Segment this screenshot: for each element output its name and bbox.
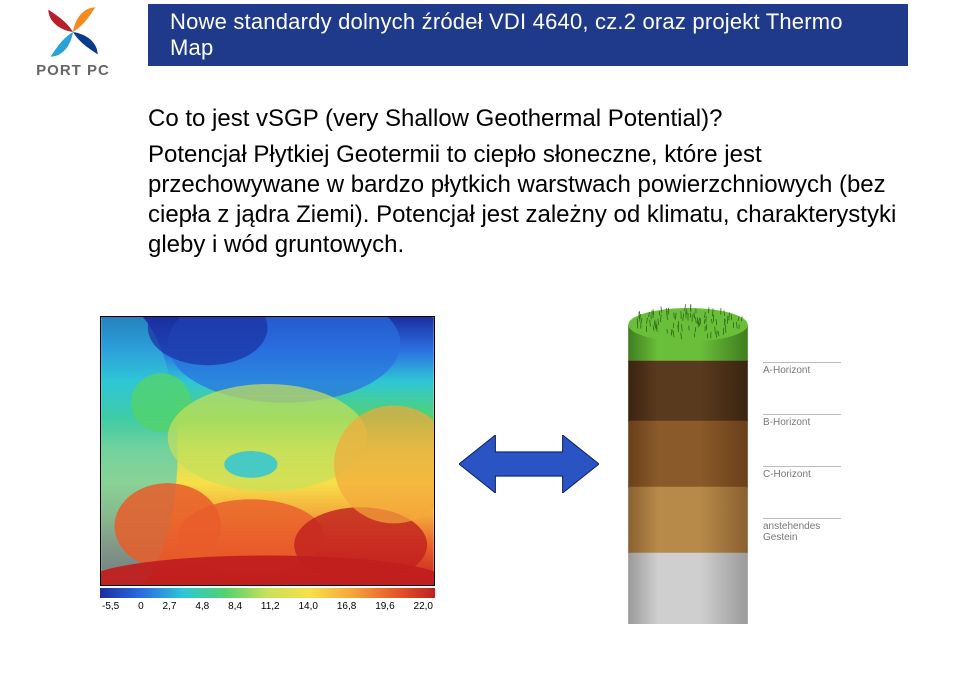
question-heading: Co to jest vSGP (very Shallow Geothermal… [148,104,908,134]
legend-tick: 2,7 [163,601,177,612]
soil-layer-label: B-Horizont [763,414,841,428]
slide-header-bar: Nowe standardy dolnych źródeł VDI 4640, … [148,4,908,66]
logo-mark [45,4,101,60]
legend-tick: 11,2 [261,601,280,612]
legend-tick: 8,4 [228,601,242,612]
legend-tick: 14,0 [299,601,318,612]
soil-layer-label: A-Horizont [763,362,841,376]
soil-layer-labels: A-Horizont B-Horizont C-Horizont anstehende… [763,304,841,543]
legend-tick: 0 [138,601,144,612]
body-paragraph: Potencjał Płytkiej Geotermii to ciepło s… [148,140,908,260]
logo: PORT PC [14,4,132,79]
map-figure: -5,5 0 2,7 4,8 8,4 11,2 14,0 16,8 19,6 22,0 [100,316,435,612]
slide-title: Nowe standardy dolnych źródeł VDI 4640, … [170,9,886,61]
legend-tick: -5,5 [102,601,119,612]
legend-tick: 4,8 [195,601,209,612]
soil-layer-label: anstehendes Gestein [763,518,841,543]
soil-column-figure: A-Horizont B-Horizont C-Horizont anstehende… [623,304,841,624]
soil-layer-label: C-Horizont [763,466,841,480]
content-block: Co to jest vSGP (very Shallow Geothermal… [148,104,908,260]
soil-core-svg [623,304,753,624]
legend-tick: 16,8 [337,601,356,612]
double-arrow-icon [459,435,599,493]
logo-text: PORT PC [36,62,110,79]
double-arrow-svg [459,435,599,493]
europe-temperature-map [100,316,435,586]
map-legend-ticks: -5,5 0 2,7 4,8 8,4 11,2 14,0 16,8 19,6 22,0 [100,601,435,612]
legend-tick: 19,6 [375,601,394,612]
map-legend-colorbar [100,588,435,598]
legend-tick: 22,0 [414,601,433,612]
figures-row: -5,5 0 2,7 4,8 8,4 11,2 14,0 16,8 19,6 22,0 A-Hor… [100,304,841,624]
